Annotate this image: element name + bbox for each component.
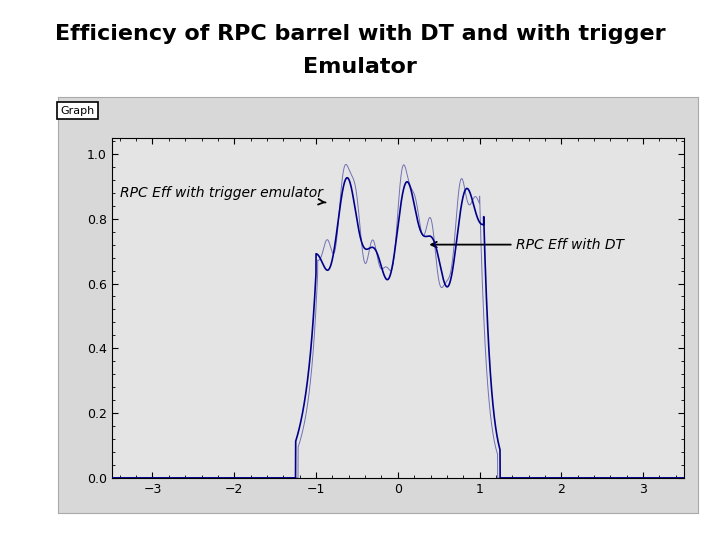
Text: Graph: Graph [60,105,95,116]
Text: RPC Eff with trigger emulator: RPC Eff with trigger emulator [120,186,325,205]
Text: Efficiency of RPC barrel with DT and with trigger: Efficiency of RPC barrel with DT and wit… [55,24,665,44]
Text: RPC Eff with DT: RPC Eff with DT [431,238,624,252]
Text: Emulator: Emulator [303,57,417,77]
